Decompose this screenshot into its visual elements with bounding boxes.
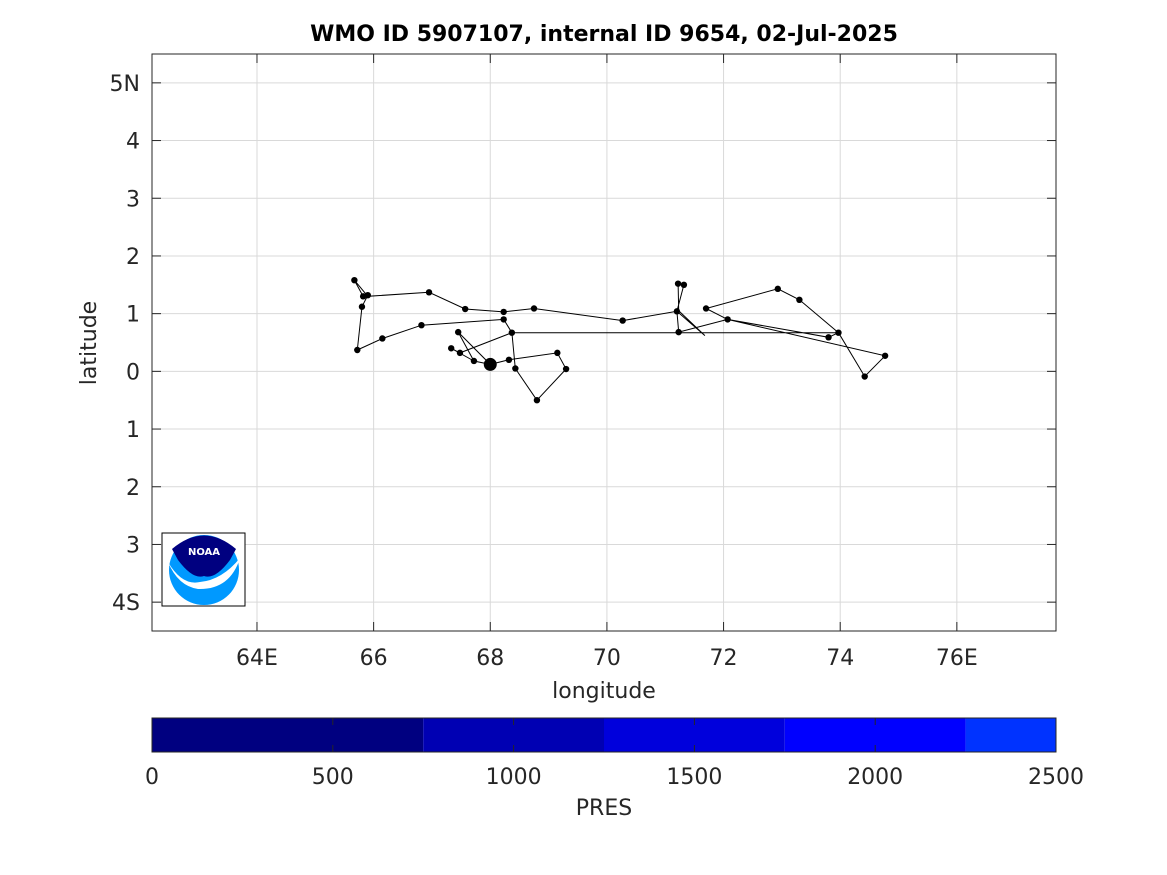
profile-point-1 — [470, 357, 478, 365]
y-tick-label-3: 2 — [126, 245, 140, 270]
y-tick-label-8: 3 — [126, 533, 140, 558]
profile-point-32 — [825, 334, 832, 341]
y-tick-label-6: 1 — [126, 418, 140, 443]
profile-point-2 — [454, 328, 462, 336]
profile-point-9 — [512, 365, 519, 372]
profile-point-28 — [724, 316, 731, 323]
profile-point-19 — [425, 289, 433, 296]
profile-point-27 — [680, 281, 688, 288]
profile-point-15 — [358, 303, 366, 310]
y-tick-label-4: 1 — [126, 303, 140, 328]
profile-point-34 — [861, 373, 868, 380]
x-tick-label-2: 68 — [476, 646, 504, 671]
profile-point-8 — [533, 397, 541, 404]
profile-point-18 — [351, 276, 358, 284]
profile-point-29 — [702, 305, 710, 312]
profile-point-13 — [379, 335, 386, 342]
colorbar-tick-label-2: 1000 — [486, 765, 542, 790]
y-axis-tick-labels: 5N 4 3 2 1 0 1 2 3 4S — [110, 72, 140, 616]
x-tick-label-0: 64E — [236, 646, 278, 671]
colorbar-frame — [151, 717, 1057, 753]
y-tick-label-2: 3 — [126, 187, 140, 212]
colorbar-tick-label-5: 2500 — [1028, 765, 1084, 790]
y-axis-label: latitude — [77, 301, 102, 385]
profile-point-20 — [461, 305, 469, 313]
profile-point-6 — [554, 349, 561, 357]
profile-point-30 — [774, 285, 782, 293]
grid-lines — [152, 54, 1056, 631]
noaa-logo-text: NOAA — [188, 547, 220, 558]
colorbar-tick-label-0: 0 — [145, 765, 159, 790]
profile-point-33 — [835, 329, 842, 336]
y-tick-label-0: 5N — [110, 72, 140, 97]
chart-title: WMO ID 5907107, internal ID 9654, 02-Jul… — [310, 22, 898, 47]
profile-point-5 — [505, 356, 513, 364]
profile-point-25 — [675, 328, 682, 336]
profile-point-24 — [673, 308, 681, 315]
x-axis-tick-labels: 64E 66 68 70 72 74 76E — [236, 646, 978, 671]
profile-point-3 — [456, 349, 464, 357]
colorbar-label: PRES — [576, 796, 632, 821]
float-trajectory — [351, 276, 889, 404]
profile-point-14 — [354, 346, 361, 354]
noaa-logo-dark-icon — [172, 535, 236, 577]
profile-point-7 — [562, 365, 570, 373]
colorbar-ticks: 0 500 1000 1500 2000 2500 — [145, 718, 1084, 790]
profile-point-21 — [500, 308, 507, 316]
x-tick-label-6: 76E — [936, 646, 978, 671]
x-tick-label-1: 66 — [360, 646, 388, 671]
colorbar-segment-0 — [152, 718, 424, 752]
noaa-logo: NOAA — [161, 532, 246, 607]
profile-point-17 — [359, 293, 367, 300]
profile-point-22 — [530, 305, 538, 312]
profile-point-35 — [881, 352, 889, 359]
x-axis-label: longitude — [552, 679, 656, 704]
latest-position-marker — [483, 357, 497, 371]
x-tick-label-5: 74 — [826, 646, 854, 671]
profile-point-23 — [619, 317, 626, 324]
y-tick-label-7: 2 — [126, 476, 140, 501]
noaa-logo-wave-icon — [168, 558, 240, 590]
axis-tick-marks — [152, 54, 1056, 631]
colorbar-tick-label-4: 2000 — [847, 765, 903, 790]
trajectory-line — [353, 279, 887, 401]
y-tick-label-1: 4 — [126, 130, 140, 155]
x-tick-label-3: 70 — [593, 646, 621, 671]
profile-point-11 — [500, 316, 507, 323]
plot-area-frame — [151, 53, 1057, 632]
profile-point-10 — [508, 329, 516, 336]
colorbar-tick-label-1: 500 — [312, 765, 354, 790]
profile-point-12 — [418, 321, 425, 329]
colorbar — [152, 718, 1056, 752]
profile-point-31 — [796, 296, 803, 304]
colorbar-tick-label-3: 1500 — [666, 765, 722, 790]
profile-point-26 — [674, 280, 682, 287]
y-tick-label-9: 4S — [112, 591, 140, 616]
y-tick-label-5: 0 — [126, 360, 140, 385]
colorbar-segment-4 — [965, 718, 1056, 752]
x-tick-label-4: 72 — [710, 646, 738, 671]
profile-point-4 — [447, 345, 455, 352]
